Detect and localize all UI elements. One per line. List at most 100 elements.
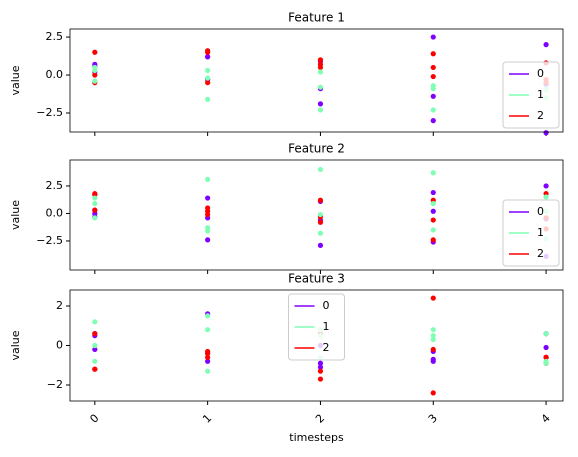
- point: [430, 170, 436, 176]
- point: [317, 360, 324, 366]
- y-axis-label: value: [9, 65, 22, 95]
- y-tick-label: 2.5: [46, 30, 64, 43]
- point: [205, 327, 211, 333]
- point: [92, 195, 98, 201]
- point: [317, 376, 324, 382]
- point: [430, 208, 436, 214]
- point: [92, 331, 98, 337]
- point: [543, 42, 549, 48]
- point: [543, 194, 549, 200]
- axes-frame: [69, 28, 564, 133]
- point: [430, 327, 436, 333]
- point: [205, 350, 211, 357]
- legend-label: 2: [537, 109, 544, 122]
- point: [543, 354, 549, 360]
- subplot-title: Feature 2: [288, 142, 345, 156]
- legend-box: [502, 199, 560, 267]
- point: [205, 368, 211, 374]
- point: [317, 64, 324, 71]
- point: [430, 295, 436, 301]
- point: [543, 183, 549, 189]
- point: [205, 358, 211, 364]
- legend-box: [288, 293, 345, 361]
- point: [317, 69, 324, 75]
- y-tick-label: −2.5: [36, 106, 63, 119]
- point: [430, 93, 436, 99]
- plot-area: [70, 160, 563, 270]
- y-tick-label: 2: [56, 299, 63, 312]
- legend-label: 0: [323, 299, 330, 312]
- point: [205, 96, 211, 102]
- point: [543, 331, 549, 337]
- point: [430, 358, 436, 364]
- y-tick-label: 0.0: [46, 206, 64, 219]
- point: [543, 358, 549, 364]
- point: [430, 51, 436, 57]
- point: [317, 166, 324, 173]
- point: [430, 34, 436, 40]
- point: [317, 211, 324, 218]
- y-axis-label: value: [9, 330, 22, 360]
- point: [430, 390, 436, 396]
- point: [430, 64, 436, 71]
- y-tick-label: 0.0: [46, 68, 64, 81]
- point: [205, 80, 211, 86]
- point: [430, 336, 436, 343]
- point: [92, 72, 98, 78]
- axes-frame: [69, 159, 564, 271]
- x-tick-label: 0: [87, 412, 101, 426]
- point: [430, 189, 436, 196]
- subplot-title: Feature 1: [288, 11, 345, 25]
- legend: 0 1 2: [502, 199, 560, 267]
- point: [205, 354, 211, 360]
- legend-label: 0: [537, 67, 544, 80]
- point: [317, 107, 324, 113]
- plot-area: [70, 29, 563, 132]
- legend-box: [502, 61, 560, 129]
- x-tick-label: 4: [539, 412, 553, 426]
- point: [317, 101, 324, 107]
- point: [430, 73, 436, 80]
- point: [92, 319, 98, 325]
- y-axis-label: value: [9, 200, 22, 230]
- point: [317, 230, 324, 236]
- axes-frame: [69, 289, 564, 402]
- point: [317, 57, 324, 63]
- point: [205, 54, 211, 60]
- legend-label: 1: [537, 88, 544, 101]
- point: [205, 176, 211, 182]
- point: [205, 75, 211, 81]
- x-tick-label: 3: [426, 412, 440, 426]
- point: [92, 200, 98, 207]
- legend: 0 1 2: [502, 61, 560, 129]
- point: [92, 366, 98, 372]
- point: [92, 78, 98, 84]
- point: [430, 346, 436, 353]
- point: [92, 207, 98, 213]
- point: [92, 64, 98, 71]
- point: [92, 49, 98, 55]
- point: [430, 83, 436, 89]
- point: [205, 313, 211, 319]
- x-tick-label: 1: [200, 412, 214, 426]
- legend-label: 1: [323, 320, 330, 333]
- point: [92, 358, 98, 364]
- legend-label: 2: [537, 247, 544, 260]
- point: [205, 228, 211, 234]
- legend-label: 0: [537, 205, 544, 218]
- point: [430, 107, 436, 113]
- point: [430, 118, 436, 124]
- point: [92, 346, 98, 353]
- legend-label: 1: [537, 226, 544, 239]
- point: [205, 195, 211, 201]
- y-tick-label: 2.5: [46, 179, 64, 192]
- point: [317, 242, 324, 248]
- point: [205, 237, 211, 243]
- point: [92, 215, 98, 221]
- x-tick-label: 2: [313, 412, 327, 426]
- y-tick-label: 0: [56, 339, 63, 352]
- point: [317, 368, 324, 374]
- legend-label: 2: [323, 341, 330, 354]
- legend: 0 1 2: [288, 293, 345, 361]
- y-tick-label: −2: [47, 378, 63, 391]
